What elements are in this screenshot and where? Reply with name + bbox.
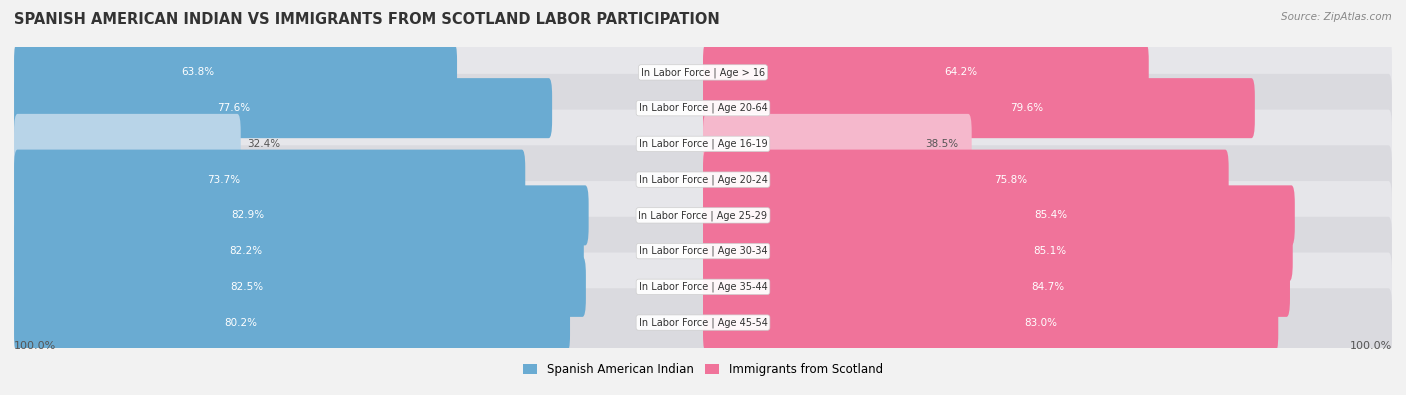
FancyBboxPatch shape — [14, 150, 526, 210]
Text: 79.6%: 79.6% — [1010, 103, 1043, 113]
FancyBboxPatch shape — [703, 114, 972, 174]
Text: 100.0%: 100.0% — [1350, 341, 1392, 351]
Text: In Labor Force | Age 20-64: In Labor Force | Age 20-64 — [638, 103, 768, 113]
FancyBboxPatch shape — [14, 109, 1392, 178]
FancyBboxPatch shape — [703, 293, 1278, 353]
Text: In Labor Force | Age 30-34: In Labor Force | Age 30-34 — [638, 246, 768, 256]
FancyBboxPatch shape — [14, 293, 569, 353]
Text: 100.0%: 100.0% — [14, 341, 56, 351]
Text: In Labor Force | Age 20-24: In Labor Force | Age 20-24 — [638, 174, 768, 185]
FancyBboxPatch shape — [14, 288, 1392, 357]
Text: In Labor Force | Age 16-19: In Labor Force | Age 16-19 — [638, 139, 768, 149]
FancyBboxPatch shape — [14, 78, 553, 138]
FancyBboxPatch shape — [703, 257, 1289, 317]
Text: 85.1%: 85.1% — [1033, 246, 1067, 256]
Text: 63.8%: 63.8% — [181, 68, 214, 77]
FancyBboxPatch shape — [14, 74, 1392, 143]
Text: 80.2%: 80.2% — [224, 318, 257, 327]
Text: 84.7%: 84.7% — [1032, 282, 1064, 292]
FancyBboxPatch shape — [703, 42, 1149, 102]
FancyBboxPatch shape — [14, 252, 1392, 321]
Text: 82.5%: 82.5% — [231, 282, 263, 292]
FancyBboxPatch shape — [14, 217, 1392, 286]
FancyBboxPatch shape — [14, 114, 240, 174]
Text: Source: ZipAtlas.com: Source: ZipAtlas.com — [1281, 12, 1392, 22]
Text: 32.4%: 32.4% — [247, 139, 281, 149]
Text: 38.5%: 38.5% — [925, 139, 957, 149]
FancyBboxPatch shape — [703, 185, 1295, 245]
FancyBboxPatch shape — [14, 38, 1392, 107]
Text: 82.2%: 82.2% — [229, 246, 263, 256]
FancyBboxPatch shape — [703, 221, 1292, 281]
Text: 73.7%: 73.7% — [207, 175, 240, 184]
FancyBboxPatch shape — [703, 78, 1254, 138]
Text: 83.0%: 83.0% — [1025, 318, 1057, 327]
FancyBboxPatch shape — [14, 221, 583, 281]
Text: In Labor Force | Age 45-54: In Labor Force | Age 45-54 — [638, 317, 768, 328]
Text: 82.9%: 82.9% — [231, 211, 264, 220]
FancyBboxPatch shape — [14, 257, 586, 317]
FancyBboxPatch shape — [14, 42, 457, 102]
FancyBboxPatch shape — [703, 150, 1229, 210]
Text: In Labor Force | Age > 16: In Labor Force | Age > 16 — [641, 67, 765, 78]
Text: SPANISH AMERICAN INDIAN VS IMMIGRANTS FROM SCOTLAND LABOR PARTICIPATION: SPANISH AMERICAN INDIAN VS IMMIGRANTS FR… — [14, 12, 720, 27]
Text: 75.8%: 75.8% — [994, 175, 1026, 184]
Text: In Labor Force | Age 35-44: In Labor Force | Age 35-44 — [638, 282, 768, 292]
Text: 77.6%: 77.6% — [217, 103, 250, 113]
FancyBboxPatch shape — [14, 181, 1392, 250]
FancyBboxPatch shape — [14, 145, 1392, 214]
FancyBboxPatch shape — [14, 185, 589, 245]
Text: 85.4%: 85.4% — [1035, 211, 1067, 220]
Text: In Labor Force | Age 25-29: In Labor Force | Age 25-29 — [638, 210, 768, 221]
Text: 64.2%: 64.2% — [943, 68, 977, 77]
Legend: Spanish American Indian, Immigrants from Scotland: Spanish American Indian, Immigrants from… — [519, 358, 887, 381]
